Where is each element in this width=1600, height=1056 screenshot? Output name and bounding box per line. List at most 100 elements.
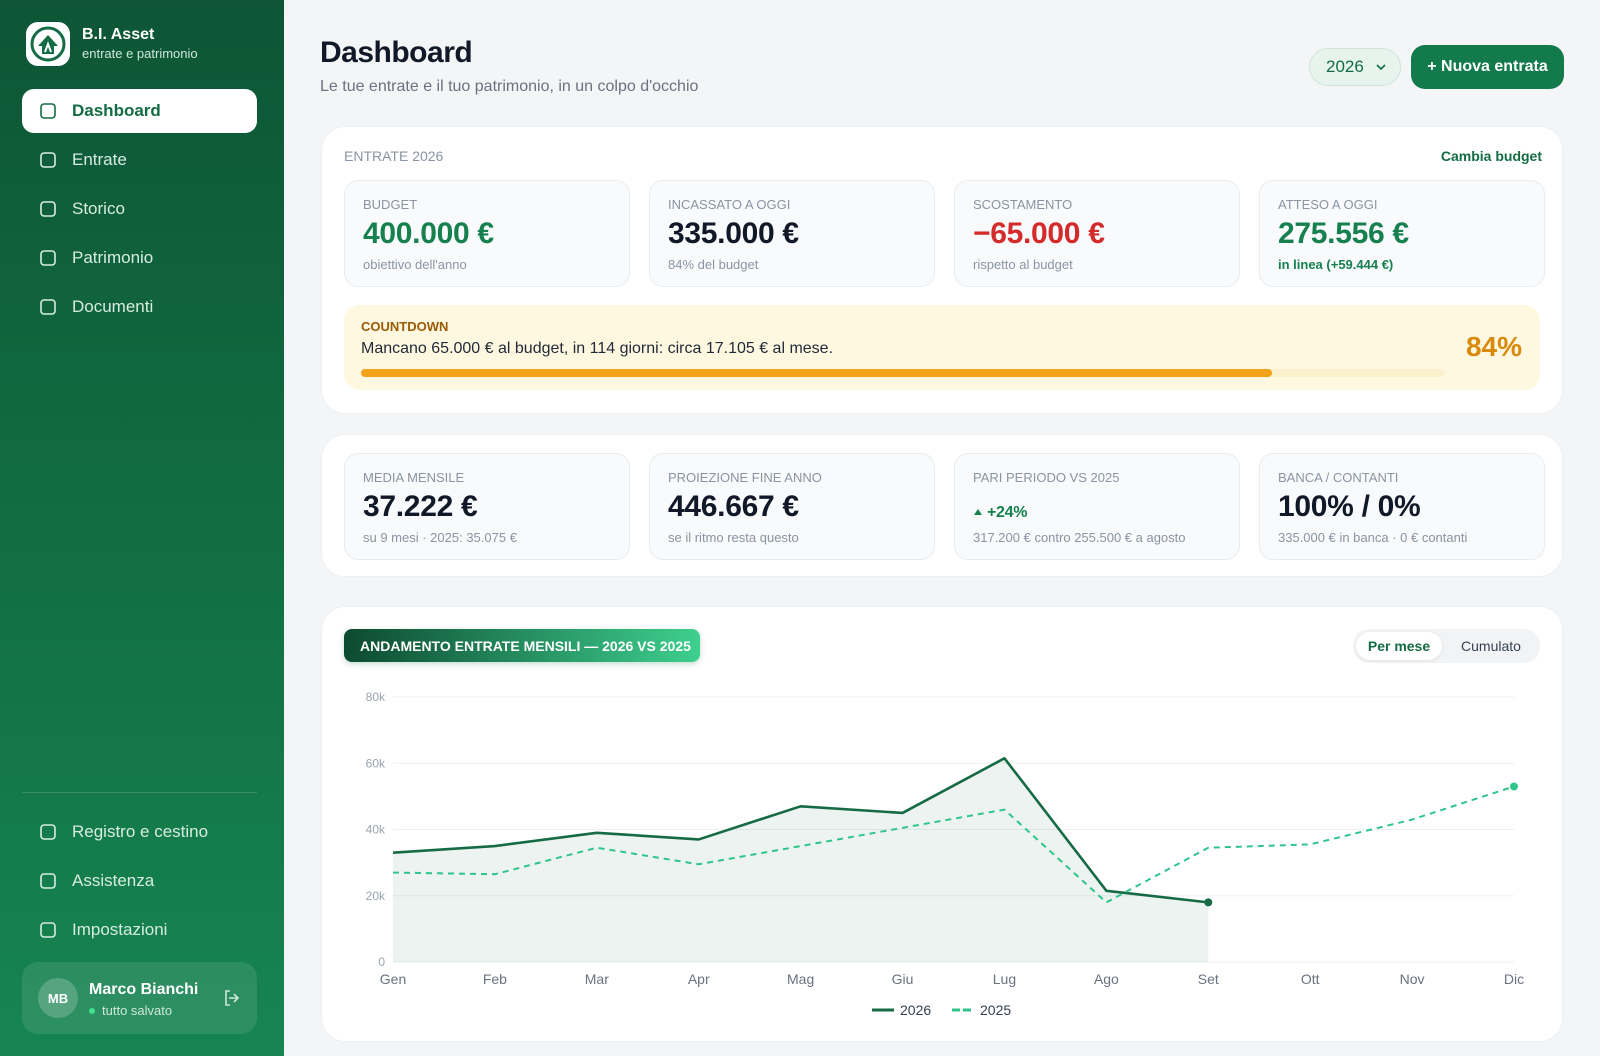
nav-label: Entrate bbox=[72, 150, 127, 169]
stat-label: SCOSTAMENTO bbox=[973, 197, 1073, 212]
toggle-option[interactable]: Cumulato bbox=[1461, 638, 1521, 654]
x-tick-label: Mar bbox=[585, 971, 609, 987]
kpi-label: PROIEZIONE FINE ANNO bbox=[668, 470, 822, 485]
chart-card bbox=[321, 606, 1563, 1042]
tagline: entrate e patrimonio bbox=[82, 46, 198, 61]
nav-item[interactable]: Assistenza bbox=[22, 859, 257, 903]
separator bbox=[22, 792, 257, 793]
legend-label: 2026 bbox=[900, 1002, 931, 1018]
nav-label: Dashboard bbox=[72, 101, 161, 120]
change-budget[interactable]: Cambia budget bbox=[1440, 148, 1542, 164]
stat-card: BUDGET 400.000 € obiettivo dell'anno bbox=[344, 180, 630, 287]
y-tick-label: 60k bbox=[366, 756, 386, 770]
stat-label: BUDGET bbox=[363, 197, 418, 212]
line-chart: 0 20k 40k 60k 80k Gen Feb Mar Apr Mag Giu Lug Ago Set… bbox=[366, 690, 1524, 1018]
area bbox=[393, 758, 1209, 962]
new-entry-button[interactable]: + Nuova entrata bbox=[1411, 45, 1564, 89]
y-tick-label: 80k bbox=[366, 690, 386, 704]
stat-note: in linea (+59.444 €) bbox=[1278, 257, 1394, 272]
year-value: 2026 bbox=[1326, 57, 1364, 76]
year-select[interactable]: 2026 bbox=[1309, 48, 1401, 86]
nav-item[interactable]: Entrate bbox=[22, 138, 257, 182]
x-tick-label: Lug bbox=[993, 971, 1016, 987]
kpi-value: 37.222 € bbox=[363, 490, 478, 523]
x-tick-label: Dic bbox=[1504, 971, 1524, 987]
kpi: BANCA / CONTANTI 100% / 0% 335.000 € in ba… bbox=[1259, 453, 1545, 560]
stat-card: ATTESO A OGGI 275.556 € in linea (+59.444 … bbox=[1259, 180, 1545, 287]
stat-value: −65.000 € bbox=[973, 217, 1105, 250]
kpi-label: BANCA / CONTANTI bbox=[1278, 470, 1399, 485]
series-line bbox=[392, 785, 1515, 904]
chart-toggle: Per mese Cumulato bbox=[1353, 629, 1540, 663]
toggle-option[interactable]: Per mese bbox=[1356, 632, 1442, 660]
nav-item[interactable]: Storico bbox=[22, 187, 257, 231]
kpi-note: 335.000 € in banca · 0 € contanti bbox=[1278, 530, 1468, 545]
kpi-value-text: +24% bbox=[987, 504, 1028, 521]
nav-item[interactable]: Registro e cestino bbox=[22, 810, 257, 854]
stat-value: 400.000 € bbox=[363, 217, 494, 250]
nav-label: Impostazioni bbox=[72, 920, 168, 939]
x-tick-label: Nov bbox=[1400, 971, 1425, 987]
y-tick-label: 20k bbox=[366, 889, 386, 903]
kpi: PARI PERIODO VS 2025 +24% 317.200 € contro… bbox=[954, 453, 1240, 560]
logo bbox=[26, 22, 70, 66]
progress-fill bbox=[361, 369, 1272, 377]
nav-label: Documenti bbox=[72, 297, 154, 316]
progress-track bbox=[361, 369, 1445, 377]
x-tick-label: Giu bbox=[892, 971, 914, 987]
kpi: MEDIA MENSILE 37.222 € su 9 mesi · 2025: 3… bbox=[344, 453, 630, 560]
stat-note: 84% del budget bbox=[668, 257, 759, 272]
kpi-note: su 9 mesi · 2025: 35.075 € bbox=[363, 530, 517, 545]
end-point bbox=[1510, 782, 1518, 791]
kpi-value: 100% / 0% bbox=[1278, 490, 1421, 523]
x-tick-label: Apr bbox=[688, 971, 710, 987]
stat-value: 335.000 € bbox=[668, 217, 799, 250]
countdown-text: Mancano 65.000 € al budget, in 114 giorn… bbox=[361, 340, 834, 357]
nav-label: Assistenza bbox=[72, 871, 155, 890]
stat-label: ATTESO A OGGI bbox=[1278, 197, 1378, 212]
stat-card: INCASSATO A OGGI 335.000 € 84% del budget bbox=[649, 180, 935, 287]
y-tick-label: 40k bbox=[366, 823, 386, 837]
stat-label: INCASSATO A OGGI bbox=[668, 197, 791, 212]
sidebar: B.I. Asset entrate e patrimonio MB Marco… bbox=[0, 0, 284, 1056]
chart-title: ANDAMENTO ENTRATE MENSILI — 2026 VS 2025 bbox=[344, 629, 700, 662]
stat-note: obiettivo dell'anno bbox=[363, 257, 467, 272]
kpi-note: 317.200 € contro 255.500 € a agosto bbox=[973, 530, 1186, 545]
kpi-value: 446.667 € bbox=[668, 490, 799, 523]
kpi-value: +24% bbox=[973, 504, 1027, 522]
logout-icon[interactable] bbox=[222, 988, 242, 1008]
kpi-note: se il ritmo resta questo bbox=[668, 530, 799, 545]
nav-item[interactable]: Patrimonio bbox=[22, 236, 257, 280]
brand: B.I. Asset bbox=[82, 26, 155, 43]
series-line bbox=[392, 756, 1209, 904]
avatar: MB bbox=[38, 978, 78, 1018]
nav-label: Storico bbox=[72, 199, 125, 218]
nav-item[interactable]: Impostazioni bbox=[22, 908, 257, 952]
stat-card: SCOSTAMENTO −65.000 € rispetto al budget bbox=[954, 180, 1240, 287]
stat-value: 275.556 € bbox=[1278, 217, 1409, 250]
kpi-label: MEDIA MENSILE bbox=[363, 470, 465, 485]
x-tick-label: Set bbox=[1198, 971, 1219, 987]
end-point bbox=[1204, 898, 1213, 907]
nav-item[interactable]: Documenti bbox=[22, 285, 257, 329]
countdown: COUNTDOWN Mancano 65.000 € al budget, in… bbox=[344, 305, 1540, 390]
user-status: tutto salvato bbox=[102, 1003, 173, 1018]
countdown-label: COUNTDOWN bbox=[361, 319, 449, 334]
legend-label: 2025 bbox=[980, 1002, 1011, 1018]
nav-label: Patrimonio bbox=[72, 248, 154, 267]
nav-item[interactable]: Dashboard bbox=[22, 89, 257, 133]
kpi: PROIEZIONE FINE ANNO 446.667 € se il ritmo… bbox=[649, 453, 935, 560]
user-card[interactable]: MB Marco Bianchi tutto salvato bbox=[22, 962, 257, 1034]
x-tick-label: Ott bbox=[1301, 971, 1320, 987]
page-title: Dashboard bbox=[320, 36, 473, 69]
x-tick-label: Feb bbox=[483, 971, 507, 987]
x-tick-label: Mag bbox=[787, 971, 814, 987]
user-name: Marco Bianchi bbox=[89, 981, 199, 998]
nav-label: Registro e cestino bbox=[72, 822, 209, 841]
status-dot bbox=[89, 1008, 95, 1014]
x-tick-label: Ago bbox=[1094, 971, 1119, 987]
kpi-label: PARI PERIODO VS 2025 bbox=[973, 470, 1120, 485]
summary-label: ENTRATE 2026 bbox=[344, 148, 444, 164]
stat-note: rispetto al budget bbox=[973, 257, 1073, 272]
